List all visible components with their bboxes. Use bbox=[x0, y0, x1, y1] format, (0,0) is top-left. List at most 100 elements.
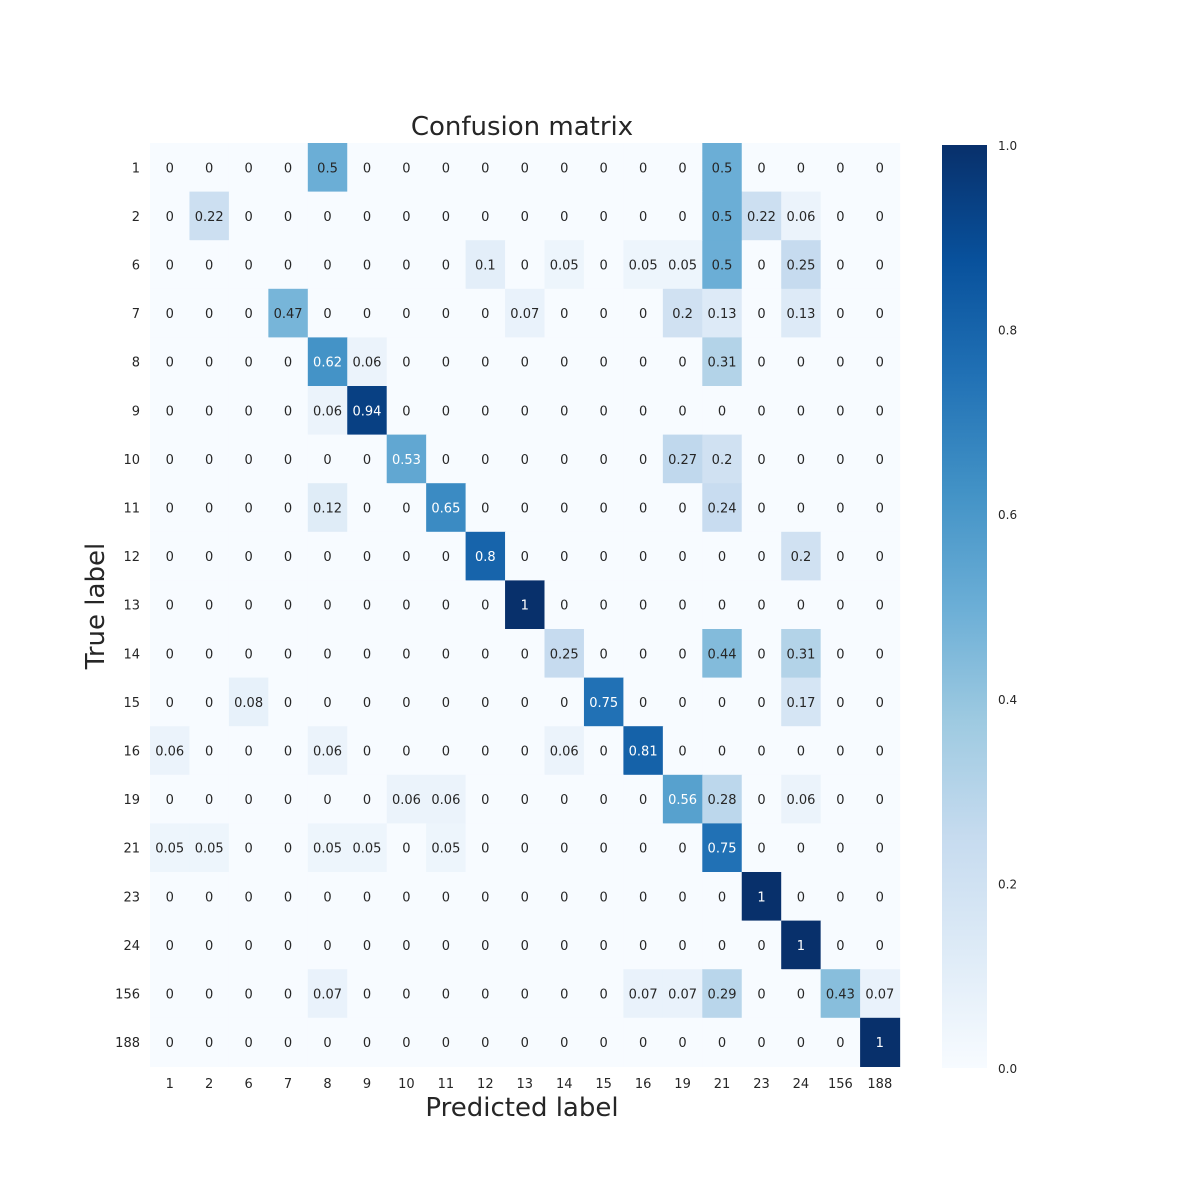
heatmap-cell bbox=[505, 580, 546, 630]
cell-value-label: 0 bbox=[363, 988, 371, 1003]
cell-value-label: 0 bbox=[560, 502, 568, 517]
cell-value-label: 0 bbox=[678, 210, 686, 225]
cell-value-label: 0 bbox=[876, 890, 884, 905]
cell-value-label: 0 bbox=[205, 599, 213, 614]
heatmap-cell bbox=[189, 483, 230, 533]
heatmap-cell bbox=[741, 143, 782, 193]
cell-value-label: 0 bbox=[323, 550, 331, 565]
row-tick-label: 13 bbox=[123, 599, 140, 614]
cell-value-label: 0 bbox=[836, 307, 844, 322]
cell-value-label: 0 bbox=[166, 550, 174, 565]
heatmap-cell bbox=[583, 677, 624, 727]
heatmap-cell bbox=[347, 823, 388, 873]
cell-value-label: 0 bbox=[442, 259, 450, 274]
heatmap-cell bbox=[702, 677, 743, 727]
cell-value-label: 0 bbox=[678, 356, 686, 371]
heatmap-cell bbox=[150, 337, 191, 387]
heatmap-cell bbox=[189, 240, 230, 290]
heatmap-cell bbox=[228, 629, 269, 679]
row-tick-label: 7 bbox=[132, 307, 140, 322]
heatmap-cell bbox=[544, 531, 585, 581]
cell-value-label: 0 bbox=[244, 259, 252, 274]
heatmap-cell bbox=[505, 726, 546, 776]
heatmap-cell bbox=[583, 386, 624, 436]
heatmap-cell bbox=[623, 969, 664, 1019]
cell-value-label: 0 bbox=[323, 1036, 331, 1051]
heatmap-cell bbox=[702, 240, 743, 290]
heatmap-cell bbox=[781, 774, 822, 824]
cell-value-label: 0 bbox=[284, 453, 292, 468]
cell-value-label: 0.28 bbox=[708, 793, 737, 808]
cell-value-label: 0 bbox=[363, 1036, 371, 1051]
cell-value-label: 0 bbox=[560, 453, 568, 468]
cell-value-label: 0 bbox=[639, 161, 647, 176]
heatmap-cell bbox=[623, 920, 664, 970]
cell-value-label: 0 bbox=[600, 599, 608, 614]
cell-value-label: 0 bbox=[678, 745, 686, 760]
heatmap-cell bbox=[781, 920, 822, 970]
cell-value-label: 0 bbox=[600, 307, 608, 322]
cell-value-label: 0.25 bbox=[550, 647, 579, 662]
heatmap-cell bbox=[228, 434, 269, 484]
cell-value-label: 0 bbox=[521, 404, 529, 419]
cell-value-label: 0 bbox=[481, 793, 489, 808]
cell-value-label: 0.1 bbox=[475, 259, 496, 274]
cell-value-label: 0 bbox=[402, 842, 410, 857]
cell-value-label: 0 bbox=[521, 550, 529, 565]
heatmap-cell bbox=[150, 823, 191, 873]
heatmap-cell bbox=[741, 288, 782, 338]
heatmap-cell bbox=[741, 434, 782, 484]
cell-value-label: 0 bbox=[600, 161, 608, 176]
heatmap-cell bbox=[505, 337, 546, 387]
cell-value-label: 0.25 bbox=[786, 259, 815, 274]
cell-value-label: 0 bbox=[205, 161, 213, 176]
col-tick-label: 24 bbox=[793, 1077, 810, 1092]
cell-value-label: 0 bbox=[481, 745, 489, 760]
cell-value-label: 0 bbox=[797, 404, 805, 419]
cell-value-label: 0 bbox=[205, 745, 213, 760]
cell-value-label: 0 bbox=[442, 210, 450, 225]
cell-value-label: 0 bbox=[797, 502, 805, 517]
cell-value-label: 0 bbox=[402, 161, 410, 176]
heatmap-cell bbox=[268, 483, 309, 533]
cell-value-label: 0 bbox=[521, 356, 529, 371]
cell-value-label: 0 bbox=[205, 890, 213, 905]
cell-value-label: 0 bbox=[205, 259, 213, 274]
cell-value-label: 0 bbox=[757, 988, 765, 1003]
colorbar-tick-label: 1.0 bbox=[998, 139, 1017, 153]
heatmap-cell bbox=[662, 580, 703, 630]
heatmap-cell bbox=[228, 920, 269, 970]
heatmap-cell bbox=[544, 483, 585, 533]
heatmap-cell bbox=[347, 920, 388, 970]
col-tick-label: 10 bbox=[398, 1077, 415, 1092]
cell-value-label: 0 bbox=[481, 696, 489, 711]
heatmap-cell bbox=[544, 920, 585, 970]
heatmap-cell bbox=[426, 143, 467, 193]
cell-value-label: 0 bbox=[521, 647, 529, 662]
cell-value-label: 0 bbox=[600, 1036, 608, 1051]
heatmap-cell bbox=[741, 531, 782, 581]
heatmap-cell bbox=[150, 969, 191, 1019]
heatmap-cell bbox=[505, 240, 546, 290]
heatmap-cell bbox=[583, 337, 624, 387]
cell-value-label: 0 bbox=[481, 1036, 489, 1051]
heatmap-cell bbox=[268, 288, 309, 338]
heatmap-cell bbox=[505, 531, 546, 581]
row-tick-label: 15 bbox=[123, 696, 140, 711]
heatmap-cell bbox=[150, 191, 191, 241]
heatmap-cell bbox=[544, 240, 585, 290]
heatmap-cell bbox=[268, 580, 309, 630]
cell-value-label: 0 bbox=[560, 696, 568, 711]
heatmap-cell bbox=[583, 143, 624, 193]
cell-value-label: 0.56 bbox=[668, 793, 697, 808]
heatmap-cell bbox=[307, 969, 348, 1019]
cell-value-label: 0 bbox=[678, 1036, 686, 1051]
cell-value-label: 0.05 bbox=[352, 842, 381, 857]
heatmap-cell bbox=[386, 920, 427, 970]
cell-value-label: 0 bbox=[166, 696, 174, 711]
cell-value-label: 0.5 bbox=[712, 259, 733, 274]
cell-value-label: 0.44 bbox=[708, 647, 737, 662]
cell-value-label: 0 bbox=[836, 356, 844, 371]
cell-value-label: 0.05 bbox=[668, 259, 697, 274]
